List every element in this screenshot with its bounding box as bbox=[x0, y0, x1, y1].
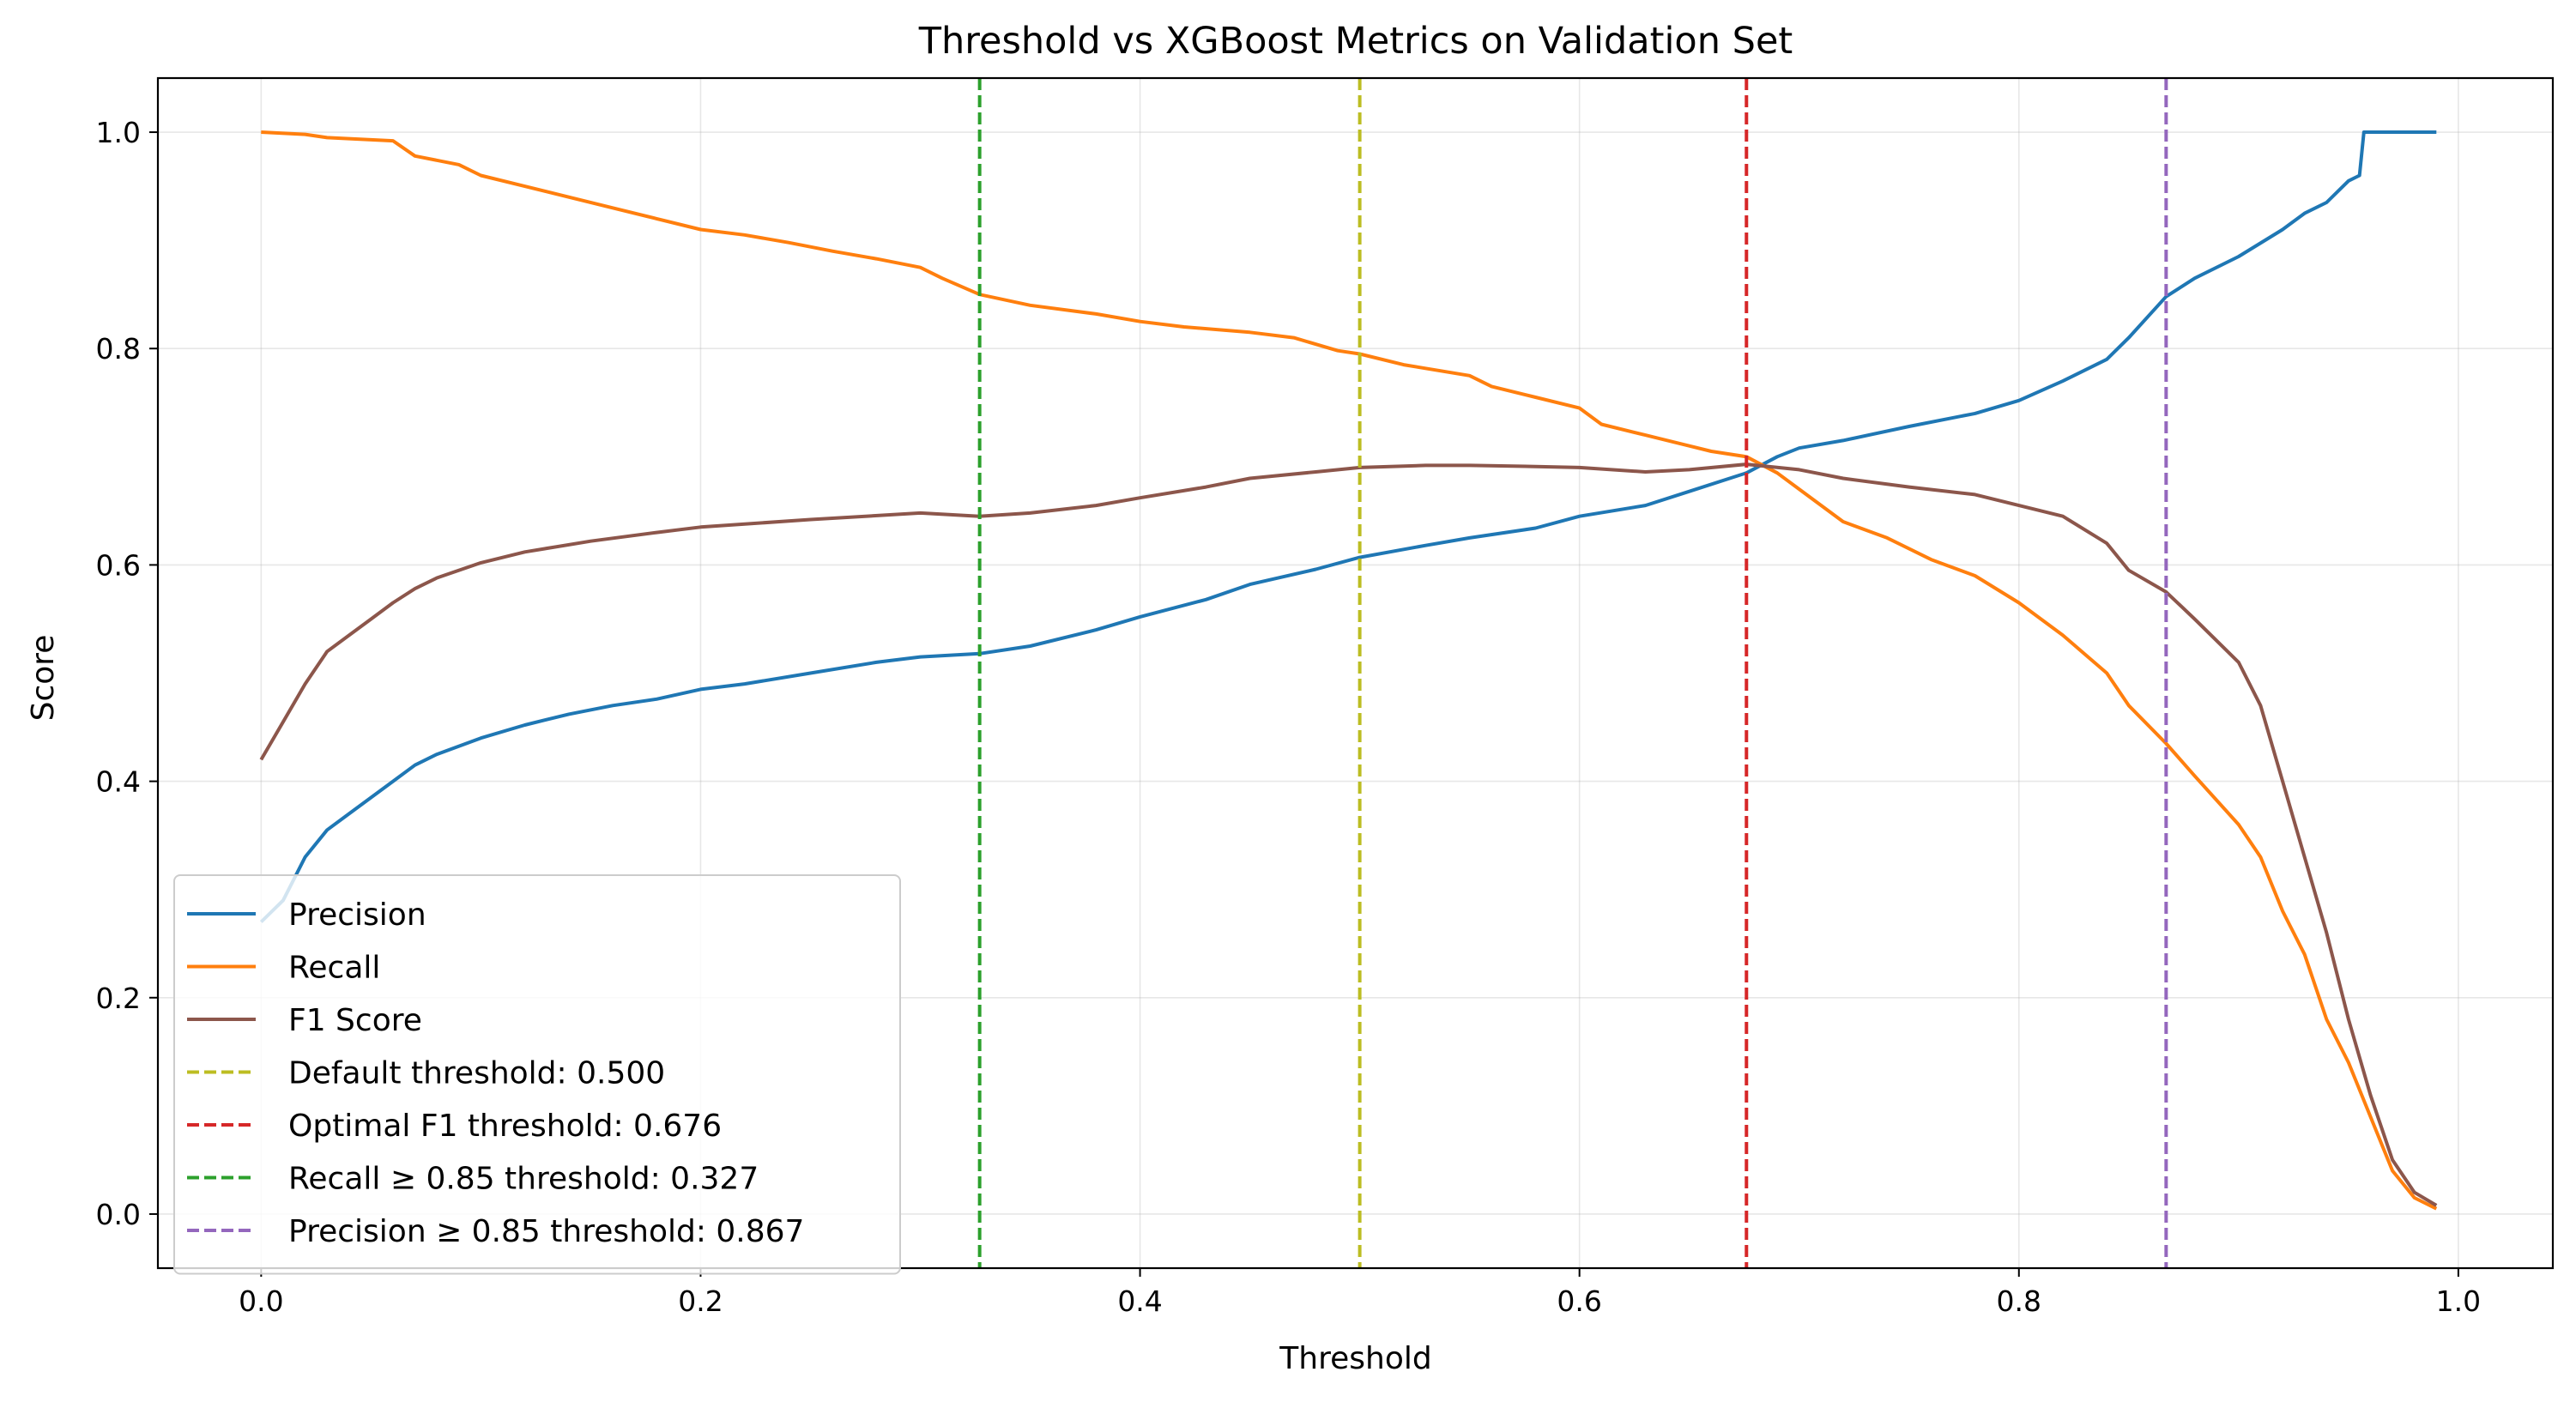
x-axis: 0.0 0.2 0.4 0.6 0.8 1.0 bbox=[239, 1268, 2481, 1318]
y-tick-label: 0.2 bbox=[96, 982, 141, 1015]
x-tick-label: 0.6 bbox=[1557, 1284, 1601, 1318]
legend-label: Recall bbox=[288, 951, 380, 986]
x-tick-label: 0.4 bbox=[1117, 1284, 1162, 1318]
y-tick-label: 1.0 bbox=[96, 116, 141, 149]
x-tick-label: 0.8 bbox=[1997, 1284, 2041, 1318]
y-tick-label: 0.0 bbox=[96, 1198, 141, 1231]
series-line-f1-score bbox=[259, 462, 2438, 1207]
chart-title: Threshold vs XGBoost Metrics on Validati… bbox=[918, 20, 1793, 63]
series-line-recall bbox=[261, 130, 2438, 1211]
x-axis-label: Threshold bbox=[1279, 1341, 1431, 1376]
legend-label: Optimal F1 threshold: 0.676 bbox=[288, 1109, 722, 1144]
plot-area bbox=[259, 78, 2438, 1268]
y-axis-label: Score bbox=[26, 635, 61, 722]
series-group bbox=[259, 78, 2438, 1268]
y-tick-label: 0.4 bbox=[96, 765, 141, 799]
y-tick-label: 0.8 bbox=[96, 332, 141, 366]
legend-label: Recall ≥ 0.85 threshold: 0.327 bbox=[288, 1162, 759, 1197]
legend-box bbox=[173, 874, 901, 1275]
legend-label: Precision ≥ 0.85 threshold: 0.867 bbox=[288, 1214, 804, 1249]
axes-frame bbox=[156, 76, 2555, 1270]
y-tick-label: 0.6 bbox=[96, 548, 141, 582]
legend-label: Default threshold: 0.500 bbox=[288, 1056, 665, 1091]
x-tick-label: 0.2 bbox=[678, 1284, 723, 1318]
legend-label: F1 Score bbox=[288, 1003, 422, 1038]
x-tick-label: 1.0 bbox=[2436, 1284, 2481, 1318]
x-tick-label: 0.0 bbox=[239, 1284, 283, 1318]
legend-label: Precision bbox=[288, 897, 426, 933]
y-axis: 0.0 0.2 0.4 0.6 0.8 1.0 bbox=[96, 116, 158, 1231]
series-line-precision bbox=[259, 130, 2437, 923]
legend: Precision Recall F1 Score Default threshold… bbox=[173, 874, 901, 1275]
